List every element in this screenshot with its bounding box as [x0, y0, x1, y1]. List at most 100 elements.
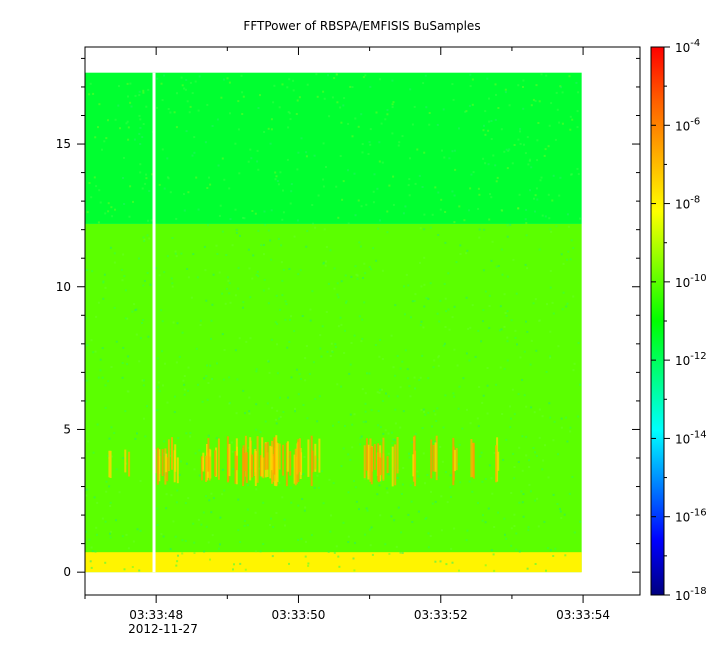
noise-pixel	[306, 230, 309, 232]
noise-pixel	[452, 98, 455, 101]
noise-pixel	[363, 262, 366, 265]
noise-pixel	[497, 107, 500, 109]
noise-pixel	[472, 171, 475, 174]
noise-pixel	[425, 106, 428, 109]
noise-pixel	[208, 499, 211, 502]
noise-pixel	[534, 298, 537, 301]
noise-pixel	[88, 538, 91, 541]
noise-pixel	[354, 265, 357, 268]
noise-pixel	[91, 550, 94, 553]
noise-pixel	[372, 201, 375, 204]
noise-pixel	[577, 173, 580, 176]
noise-pixel	[314, 398, 317, 400]
noise-pixel	[477, 502, 479, 504]
noise-pixel	[332, 482, 335, 485]
noise-pixel	[107, 210, 110, 213]
noise-pixel	[204, 269, 207, 272]
noise-pixel	[579, 520, 582, 523]
noise-pixel	[534, 194, 537, 197]
noise-pixel	[524, 152, 527, 155]
noise-pixel	[512, 452, 515, 455]
noise-pixel	[146, 405, 148, 408]
noise-pixel	[576, 110, 579, 113]
noise-pixel	[318, 395, 321, 398]
noise-pixel	[418, 379, 421, 381]
noise-pixel	[567, 225, 570, 228]
noise-pixel	[413, 376, 416, 379]
noise-pixel	[133, 303, 136, 306]
noise-pixel	[249, 337, 252, 340]
noise-pixel	[413, 105, 416, 108]
noise-pixel	[187, 366, 190, 369]
noise-pixel	[92, 451, 95, 454]
noise-pixel	[243, 520, 246, 522]
noise-pixel	[493, 569, 496, 572]
noise-pixel	[377, 227, 379, 230]
noise-pixel	[189, 81, 192, 84]
noise-pixel	[183, 383, 186, 386]
noise-pixel	[369, 143, 372, 146]
noise-pixel	[363, 477, 366, 480]
noise-pixel	[138, 90, 141, 93]
noise-pixel	[139, 118, 142, 121]
noise-pixel	[301, 498, 304, 500]
noise-pixel	[495, 93, 497, 96]
noise-pixel	[560, 517, 563, 519]
noise-pixel	[244, 412, 246, 415]
burst-streak	[310, 435, 313, 486]
noise-pixel	[469, 422, 472, 425]
noise-pixel	[247, 160, 250, 163]
noise-pixel	[384, 543, 387, 546]
noise-pixel	[410, 500, 413, 503]
noise-pixel	[220, 96, 223, 99]
noise-pixel	[240, 74, 243, 77]
noise-pixel	[133, 138, 136, 141]
noise-pixel	[139, 126, 142, 129]
noise-pixel	[340, 280, 343, 283]
burst-streak	[176, 457, 179, 484]
x-tick-date-label: 2012-11-27	[128, 622, 198, 636]
noise-pixel	[391, 106, 394, 109]
noise-pixel	[156, 106, 158, 109]
noise-pixel	[146, 234, 149, 237]
noise-pixel	[101, 347, 104, 350]
noise-pixel	[479, 455, 482, 458]
noise-pixel	[434, 413, 437, 416]
noise-pixel	[368, 372, 371, 375]
noise-pixel	[382, 432, 385, 435]
noise-pixel	[456, 364, 459, 367]
noise-pixel	[169, 191, 172, 194]
noise-pixel	[370, 409, 373, 412]
noise-pixel	[85, 317, 88, 320]
noise-pixel	[193, 468, 196, 471]
noise-pixel	[560, 86, 563, 89]
noise-pixel	[325, 260, 327, 263]
noise-pixel	[569, 258, 572, 261]
noise-pixel	[536, 198, 539, 201]
noise-pixel	[193, 151, 196, 154]
noise-pixel	[320, 470, 323, 473]
noise-pixel	[511, 162, 514, 165]
noise-pixel	[384, 429, 387, 432]
burst-streak	[128, 451, 131, 477]
noise-pixel	[339, 106, 342, 109]
noise-pixel	[156, 77, 159, 80]
noise-pixel	[344, 329, 346, 332]
noise-pixel	[241, 113, 244, 115]
noise-pixel	[270, 517, 272, 520]
noise-pixel	[141, 322, 143, 324]
noise-pixel	[501, 413, 504, 415]
noise-pixel	[139, 337, 142, 340]
noise-pixel	[282, 411, 285, 413]
noise-pixel	[92, 351, 95, 354]
noise-pixel	[294, 407, 296, 410]
noise-pixel	[284, 300, 287, 303]
noise-pixel	[194, 80, 197, 83]
noise-pixel	[155, 507, 158, 510]
noise-pixel	[160, 309, 163, 312]
noise-pixel	[113, 261, 116, 264]
noise-pixel	[234, 294, 237, 297]
noise-pixel	[560, 253, 563, 256]
noise-pixel	[543, 154, 546, 157]
noise-pixel	[138, 569, 141, 572]
